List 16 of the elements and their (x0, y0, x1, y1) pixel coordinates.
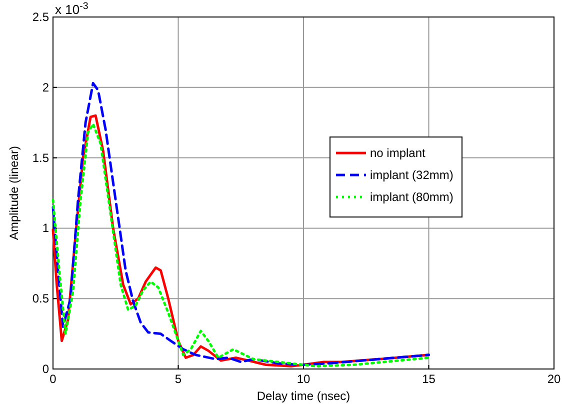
y-tick-label: 1 (42, 221, 50, 236)
y-tick-label: 0 (42, 362, 50, 376)
y-tick-label: 2 (42, 80, 50, 94)
x-tick-label: 10 (296, 372, 310, 386)
x-tick-label: 20 (547, 372, 561, 386)
x-axis-title: Delay time (nsec) (256, 389, 350, 403)
y-tick-label: 0.5 (32, 292, 50, 306)
y-tick-label: 1.5 (32, 150, 50, 165)
legend-label: no implant (370, 146, 426, 160)
x-tick-label: 15 (422, 372, 436, 386)
legend-label: implant (80mm) (370, 190, 454, 204)
annotation: x 10$^{-3}$ (55, 0, 88, 17)
y-tick-label: 2.5 (32, 10, 50, 24)
legend-label: implant (32mm) (370, 168, 454, 182)
x-tick-label: 5 (174, 372, 182, 386)
y-axis-title: Amplitude (linear) (7, 146, 21, 240)
